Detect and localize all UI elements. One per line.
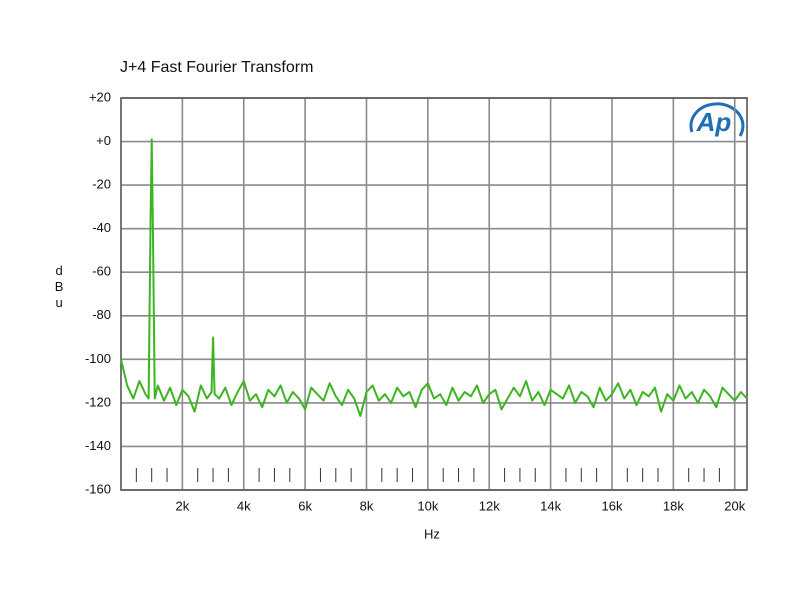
plot-area — [121, 98, 747, 490]
y-tick-label: -60 — [92, 264, 111, 279]
x-tick-label: 8k — [360, 498, 374, 513]
y-axis-label: dBu — [52, 263, 67, 311]
x-axis-label: Hz — [424, 526, 440, 541]
y-tick-label: -20 — [92, 177, 111, 192]
x-tick-label: 10k — [417, 498, 438, 513]
plot-frame — [120, 97, 748, 491]
x-tick-label: 4k — [237, 498, 251, 513]
logo-text: Ap — [696, 107, 732, 137]
y-tick-label: +0 — [96, 133, 111, 148]
logo: Ap — [689, 102, 745, 137]
y-tick-label: -120 — [85, 394, 111, 409]
y-tick-label: -160 — [85, 481, 111, 496]
logo-ring — [689, 102, 745, 137]
chart-title: J+4 Fast Fourier Transform — [120, 59, 313, 76]
x-tick-label: 6k — [298, 498, 312, 513]
y-tick-label: -40 — [92, 220, 111, 235]
x-tick-label: 2k — [176, 498, 190, 513]
x-tick-label: 20k — [724, 498, 745, 513]
x-tick-label: 14k — [540, 498, 561, 513]
y-tick-label: -100 — [85, 351, 111, 366]
y-tick-label: +20 — [89, 89, 111, 104]
x-tick-label: 18k — [663, 498, 684, 513]
y-tick-label: -140 — [85, 438, 111, 453]
x-tick-label: 12k — [479, 498, 500, 513]
fft-line — [120, 138, 748, 417]
x-tick-label: 16k — [601, 498, 622, 513]
y-tick-label: -80 — [92, 307, 111, 322]
